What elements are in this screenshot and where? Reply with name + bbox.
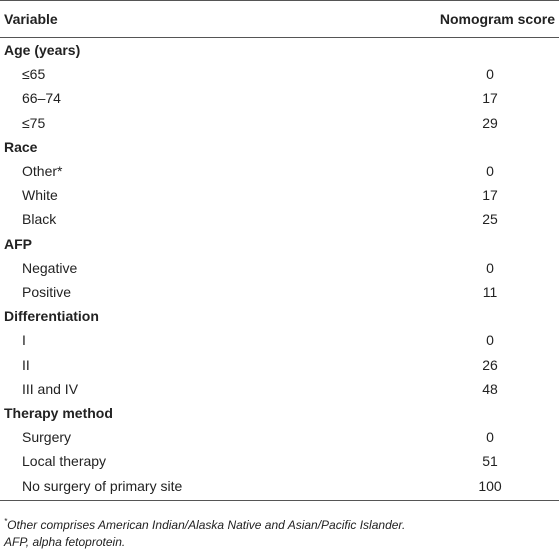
score: 0 <box>486 429 494 446</box>
group-label: AFP <box>4 235 32 252</box>
score: 0 <box>486 163 494 179</box>
score: 0 <box>486 66 494 83</box>
row-label: Negative <box>22 259 78 276</box>
row-label: I <box>22 332 26 349</box>
footnote: AFP, alpha fetoprotein. <box>4 533 125 551</box>
row-label: ≤75 <box>22 114 46 131</box>
score: 29 <box>482 114 498 131</box>
row-label: Local therapy <box>22 453 107 470</box>
top-rule <box>0 0 559 1</box>
group-label: Differentiation <box>4 308 99 325</box>
score: 11 <box>482 284 498 300</box>
score: 51 <box>482 453 498 470</box>
footnote-text: AFP, alpha fetoprotein. <box>4 534 126 549</box>
footnote-text: Other comprises American Indian/Alaska N… <box>7 517 406 532</box>
score: 25 <box>482 211 498 228</box>
row-label: ≤65 <box>22 66 46 83</box>
score: 26 <box>482 356 498 373</box>
row-label: Positive <box>22 284 72 300</box>
footnote-marker: * <box>4 516 8 526</box>
row-label: Other* <box>22 163 63 179</box>
row-label: Black <box>22 211 57 228</box>
row-label: White <box>22 187 58 204</box>
group-label: Race <box>4 138 38 155</box>
header-cell: Variable <box>4 11 58 27</box>
header-cell: Nomogram score <box>439 11 555 27</box>
row-label: Surgery <box>22 429 72 446</box>
score: 0 <box>486 332 494 349</box>
footnote: *Other comprises American Indian/Alaska … <box>4 513 405 534</box>
group-label: Age (years) <box>4 42 81 58</box>
score: 100 <box>478 477 502 494</box>
header-rule <box>0 37 559 38</box>
row-label: 66–74 <box>22 90 61 107</box>
row-label: III and IV <box>22 380 79 397</box>
group-label: Therapy method <box>4 405 113 421</box>
score: 48 <box>482 380 498 397</box>
row-label: No surgery of primary site <box>22 477 183 494</box>
score: 17 <box>482 90 498 107</box>
score: 0 <box>486 259 494 276</box>
score: 17 <box>482 187 498 204</box>
row-label: II <box>22 356 30 373</box>
bottom-rule <box>0 499 559 501</box>
